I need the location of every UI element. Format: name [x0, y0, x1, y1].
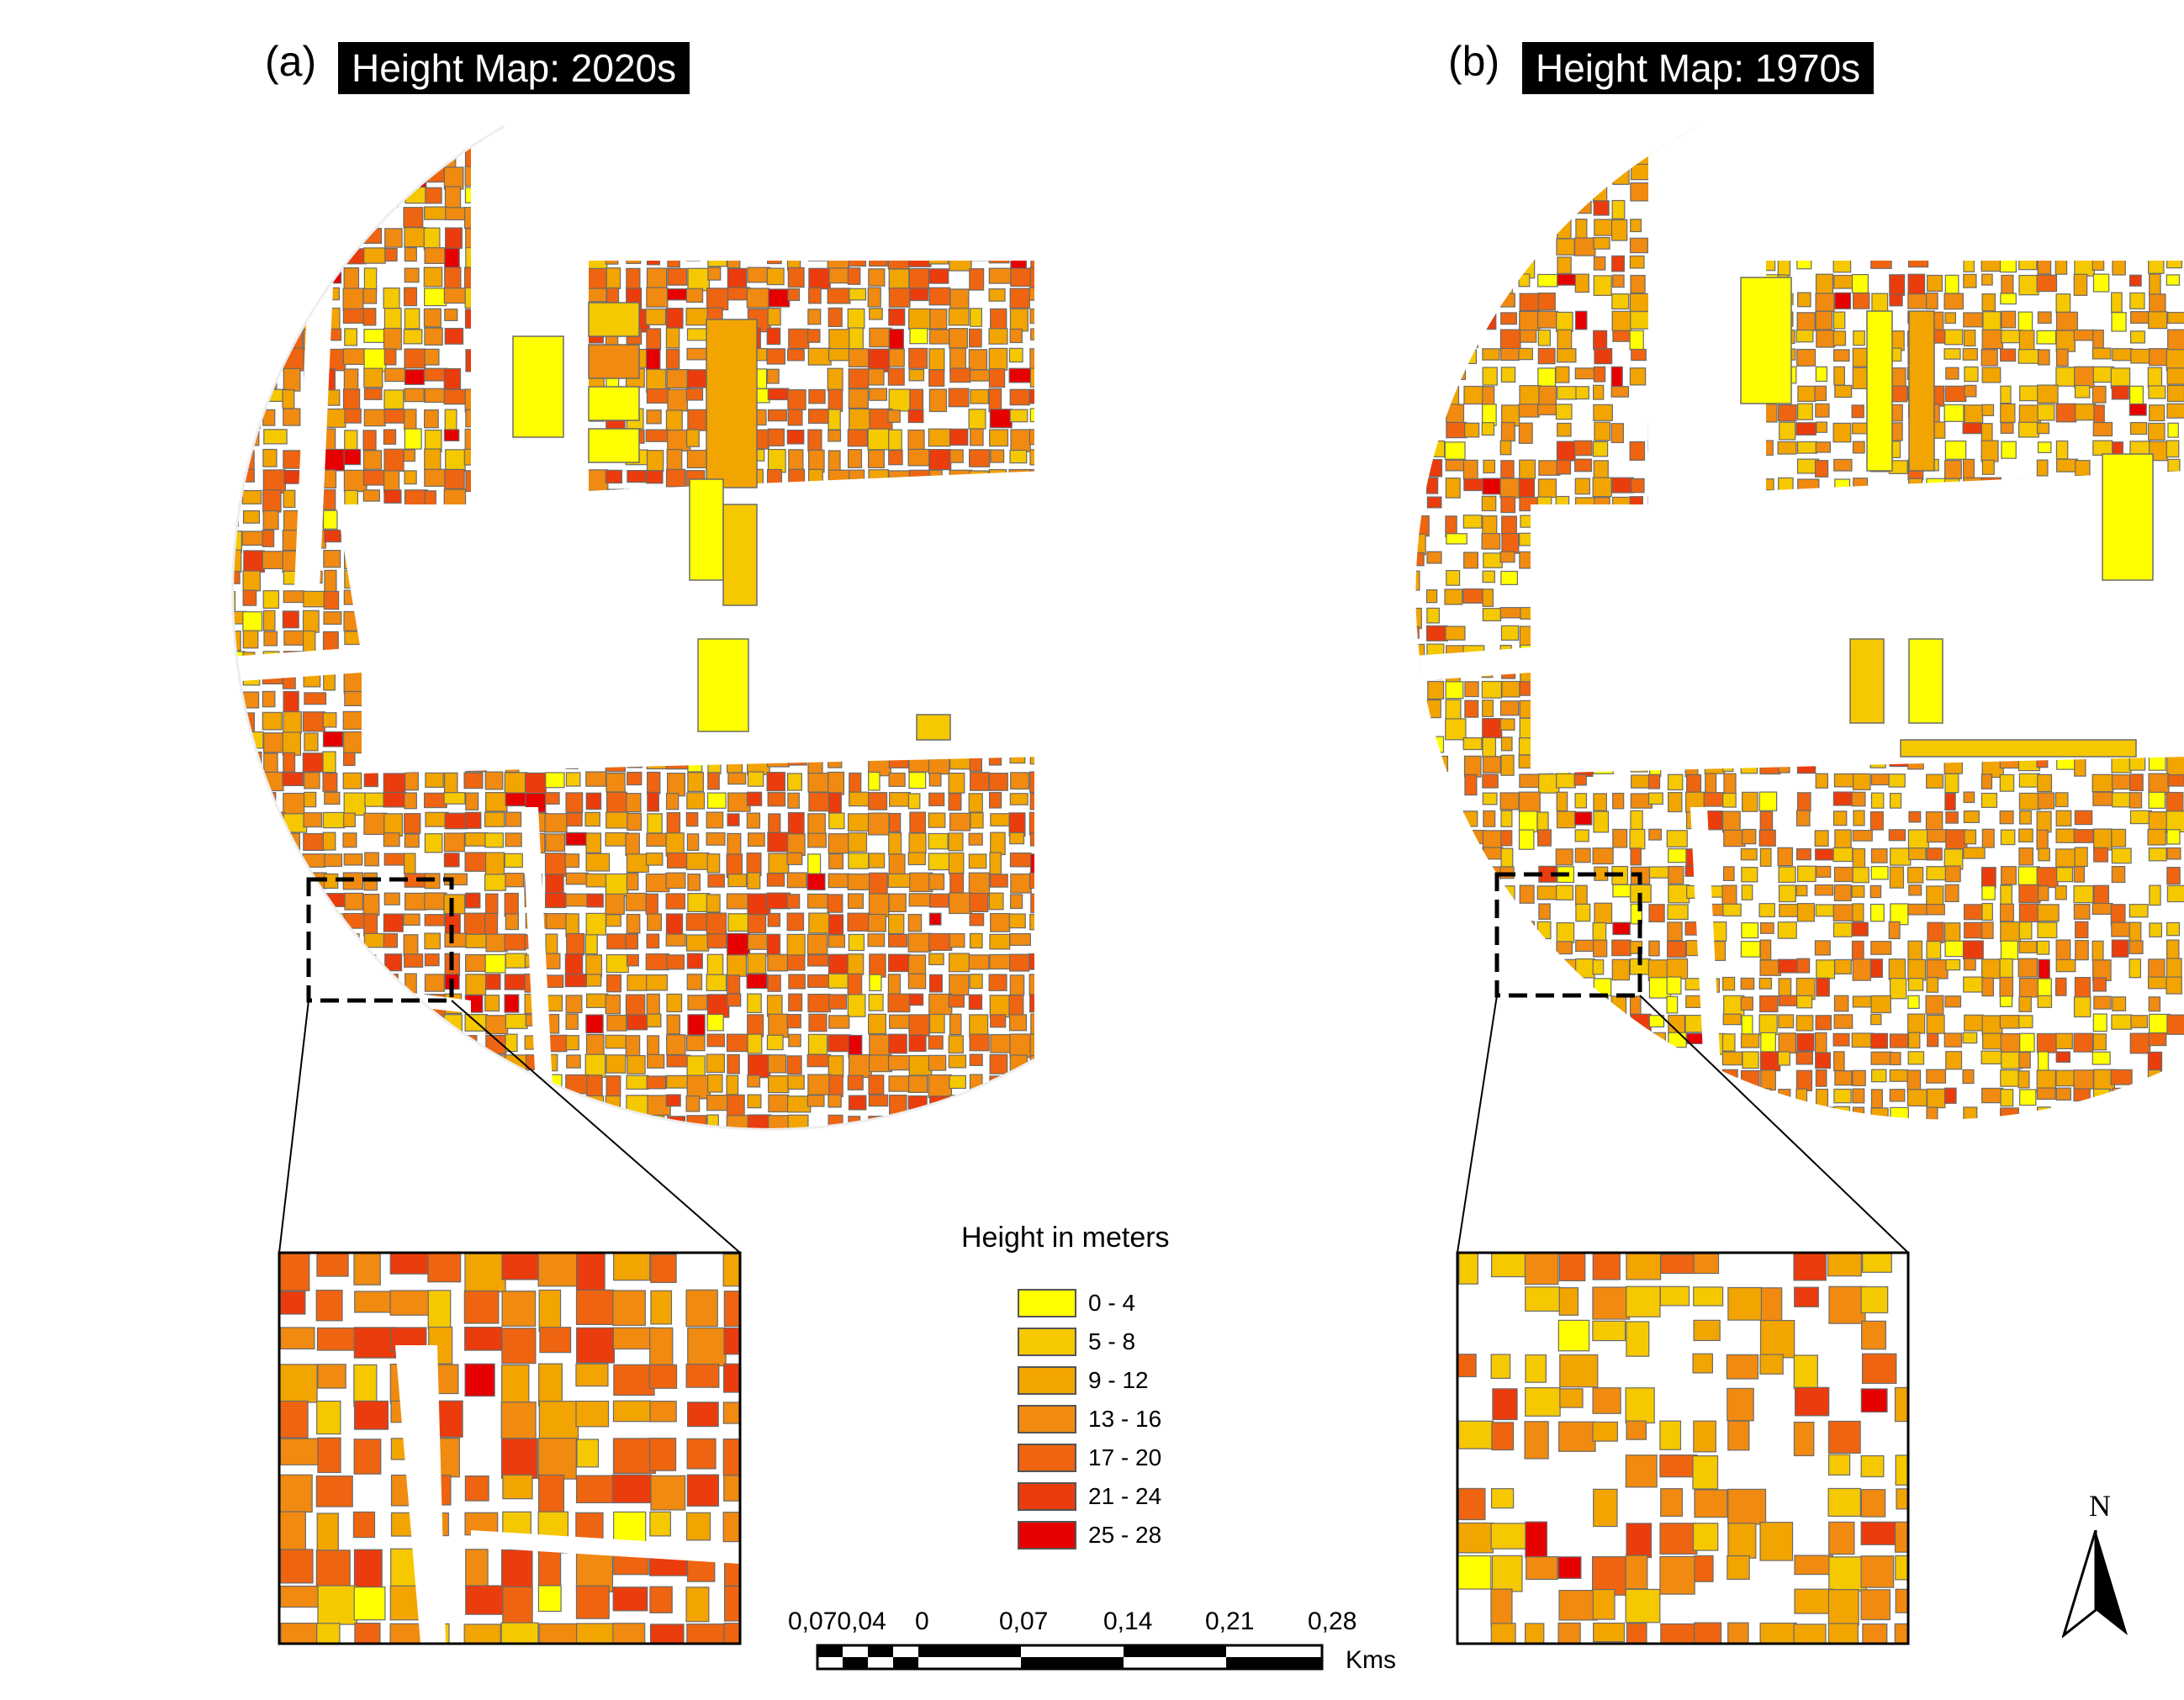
panel-b-letter: (b): [1448, 38, 1500, 85]
panel-a-title: Height Map: 2020s: [338, 42, 690, 94]
legend-label: 25 - 28: [1088, 1522, 1162, 1548]
legend-swatch: [1018, 1289, 1076, 1317]
zoom-inset-2020s: [278, 1251, 742, 1645]
legend-swatch: [1018, 1482, 1076, 1511]
zoom-callouts: [278, 872, 1909, 1254]
scale-bar-graphic: [816, 1644, 1324, 1671]
legend-label: 0 - 4: [1088, 1290, 1136, 1316]
north-arrow-icon: [2062, 1530, 2128, 1639]
legend-swatch: [1018, 1521, 1076, 1550]
scale-label: 0,21: [1205, 1608, 1255, 1635]
zoom-inset-1970s: [1456, 1251, 1910, 1645]
legend-item: 17 - 20: [1018, 1444, 1161, 1472]
north-label: N: [2089, 1489, 2111, 1523]
scale-label: 0,28: [1308, 1608, 1357, 1635]
scale-unit: Kms: [1346, 1646, 1396, 1674]
legend-label: 17 - 20: [1088, 1444, 1162, 1470]
legend-label: 21 - 24: [1088, 1483, 1162, 1509]
legend-item: 5 - 8: [1018, 1328, 1135, 1356]
scale-label: 0,14: [1103, 1608, 1153, 1635]
legend-item: 0 - 4: [1018, 1289, 1135, 1317]
legend-swatch: [1018, 1444, 1076, 1472]
scale-label: 0,07: [999, 1608, 1049, 1635]
legend-label: 13 - 16: [1088, 1406, 1162, 1432]
scale-label: 0: [915, 1608, 929, 1635]
legend-title: Height in meters: [961, 1222, 1170, 1254]
legend-item: 25 - 28: [1018, 1521, 1161, 1550]
legend-swatch: [1018, 1328, 1076, 1356]
legend-item: 13 - 16: [1018, 1405, 1161, 1433]
panel-a-letter: (a): [265, 38, 317, 85]
height-map-1970s: [1415, 126, 2184, 1120]
legend-label: 9 - 12: [1088, 1367, 1149, 1393]
legend-swatch: [1018, 1405, 1076, 1433]
legend-swatch: [1018, 1366, 1076, 1395]
panel-b-title: Height Map: 1970s: [1522, 42, 1875, 94]
legend-label: 5 - 8: [1088, 1328, 1136, 1354]
height-map-2020s: [231, 124, 1035, 1131]
scale-label: 0,070,04: [788, 1608, 886, 1635]
legend-item: 21 - 24: [1018, 1482, 1161, 1511]
legend-item: 9 - 12: [1018, 1366, 1149, 1395]
